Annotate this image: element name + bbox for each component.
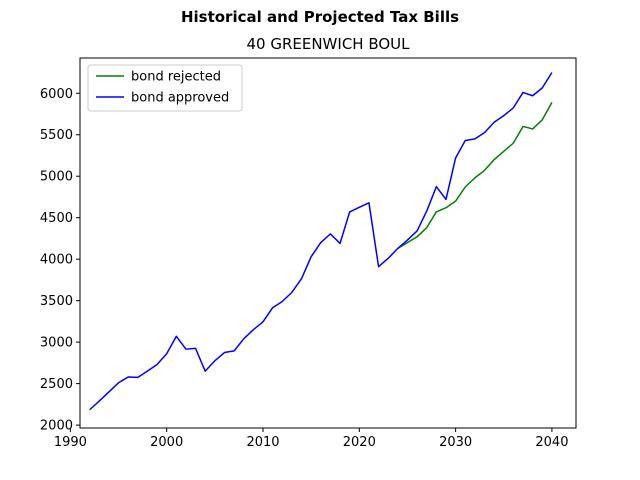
- series-lines: [89, 72, 553, 411]
- y-tick-label: 5500: [40, 128, 73, 143]
- y-tick-label: 3500: [40, 294, 73, 309]
- x-tick-label: 2040: [535, 435, 568, 450]
- x-tick-label: 2020: [343, 435, 376, 450]
- x-tick-label: 1990: [54, 435, 87, 450]
- series-line-bond-approved: [89, 72, 553, 411]
- x-tick-label: 2030: [439, 435, 472, 450]
- y-tick-label: 2000: [40, 419, 73, 434]
- legend-label-bond-approved: bond approved: [131, 91, 229, 106]
- y-tick-label: 3000: [40, 336, 73, 351]
- series-line-bond-rejected: [397, 102, 553, 250]
- axes-frame: [79, 57, 577, 429]
- plot-area: 1990 2000 2010 2020 2030 2040 200025003000350…: [40, 57, 577, 450]
- y-axis: 2000 2500 3000 3500 4000 4500 5000 5500 6000: [40, 87, 80, 434]
- chart-suptitle: Historical and Projected Tax Bills: [181, 8, 459, 26]
- y-tick-label: 6000: [40, 87, 73, 102]
- y-tick-label: 5000: [40, 170, 73, 185]
- x-axis: 1990 2000 2010 2020 2030 2040: [54, 428, 568, 450]
- chart-title: 40 GREENWICH BOUL: [246, 35, 410, 53]
- legend-frame: [87, 64, 243, 112]
- legend-label-bond-rejected: bond rejected: [131, 70, 221, 85]
- y-tick-label: 4000: [40, 253, 73, 268]
- y-tick-label: 4500: [40, 211, 73, 226]
- y-tick-label: 2500: [40, 377, 73, 392]
- x-tick-label: 2010: [246, 435, 279, 450]
- x-tick-label: 2000: [150, 435, 183, 450]
- legend: bond rejected bond approved: [87, 64, 243, 112]
